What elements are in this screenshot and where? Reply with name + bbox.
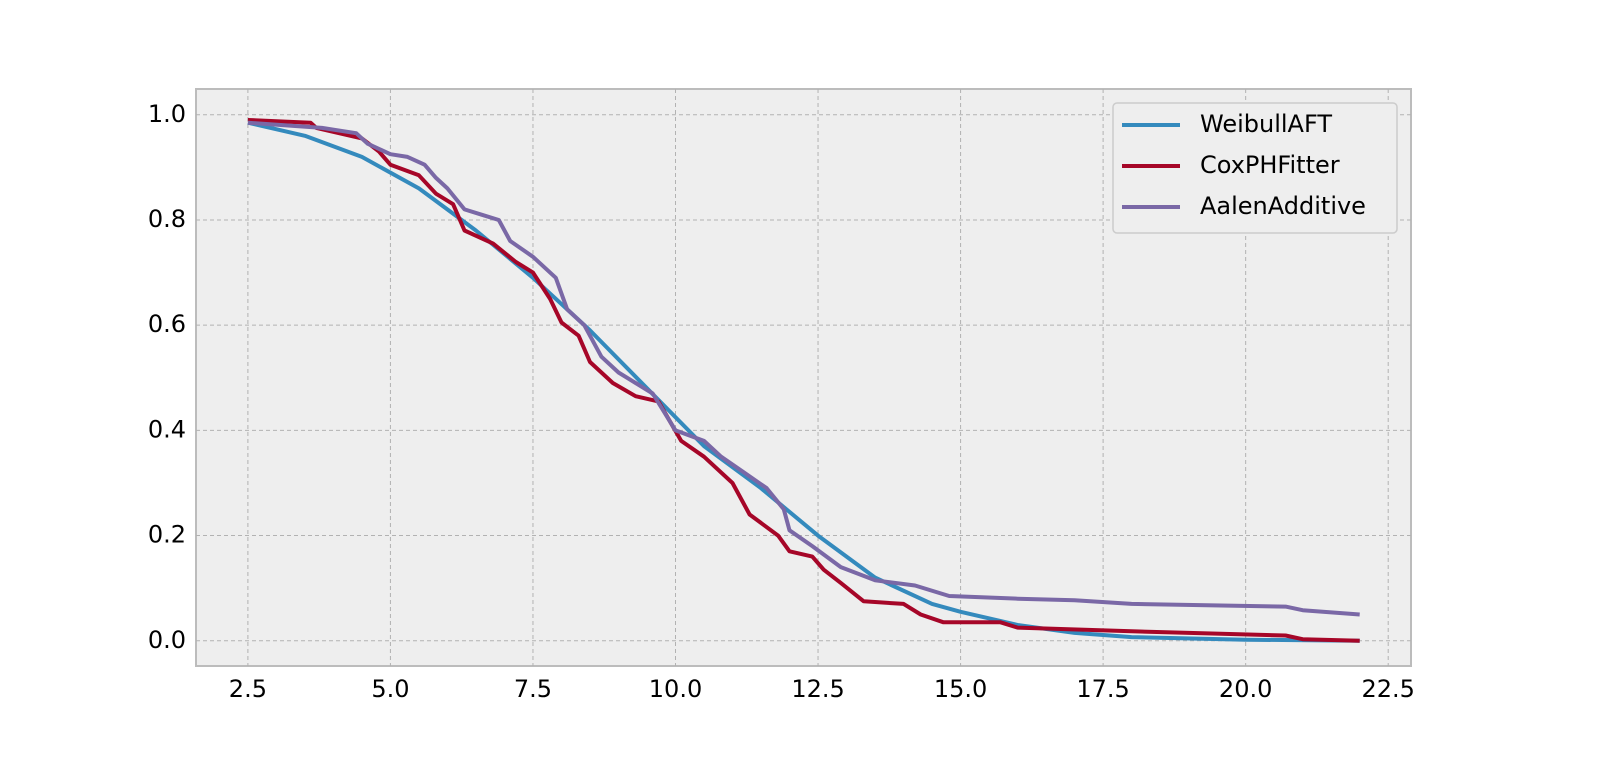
x-tick-label: 5.0 xyxy=(371,675,409,703)
y-tick-label: 0.8 xyxy=(148,205,186,233)
x-tick-label: 10.0 xyxy=(649,675,702,703)
x-tick-label: 22.5 xyxy=(1361,675,1414,703)
legend-label: AalenAdditive xyxy=(1200,192,1366,220)
x-tick-label: 7.5 xyxy=(514,675,552,703)
x-tick-label: 15.0 xyxy=(934,675,987,703)
series-line xyxy=(247,120,1360,617)
x-tick-label: 20.0 xyxy=(1219,675,1272,703)
y-tick-label: 0.4 xyxy=(148,415,186,443)
y-tick-label: 0.0 xyxy=(148,626,186,654)
y-tick-label: 1.0 xyxy=(148,100,186,128)
y-tick-label: 0.6 xyxy=(148,310,186,338)
x-tick-label: 12.5 xyxy=(791,675,844,703)
legend-label: WeibullAFT xyxy=(1200,110,1332,138)
legend-box xyxy=(1112,102,1398,234)
x-tick-label: 2.5 xyxy=(229,675,267,703)
y-tick-label: 0.2 xyxy=(148,521,186,549)
legend-label: CoxPHFitter xyxy=(1200,151,1340,179)
x-tick-label: 17.5 xyxy=(1076,675,1129,703)
series-line xyxy=(247,120,1360,643)
